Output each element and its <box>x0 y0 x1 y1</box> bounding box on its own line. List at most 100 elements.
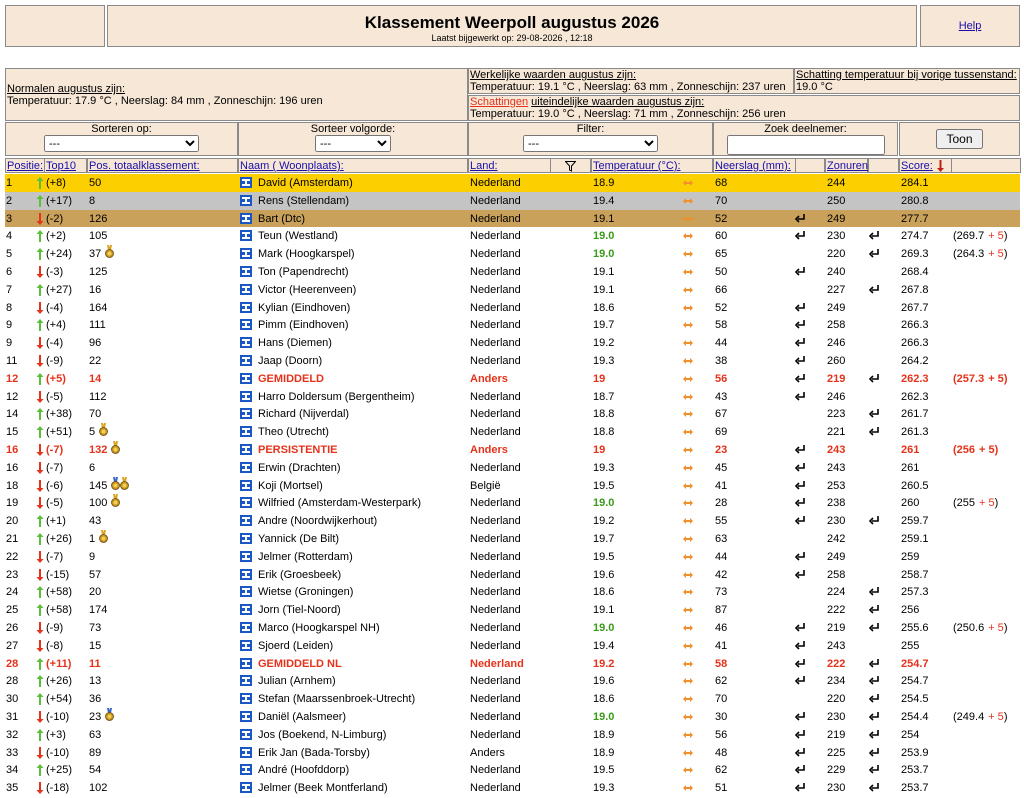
rain: 62 <box>715 764 728 777</box>
position: 21 <box>6 533 19 545</box>
participant-name: Hans (Diemen) <box>258 337 332 350</box>
icon-part <box>794 357 800 365</box>
score: 267.8 <box>901 283 929 296</box>
column-header <box>868 158 899 173</box>
change-arrow <box>36 372 44 385</box>
bonus-base: (257.3 <box>953 372 985 385</box>
icon-part <box>245 214 247 222</box>
sun-hours: 229 <box>827 764 846 777</box>
participant-name: Jorn (Tiel-Noord) <box>258 604 341 617</box>
column-header-link[interactable]: Pos. totaalklassement: <box>89 160 200 172</box>
bonus-plus: + 5 <box>979 497 995 510</box>
position: 9 <box>6 319 13 332</box>
icon-part <box>798 747 805 754</box>
ranking-row: 31 (-10) 23 Daniël (Aalsmeer) Nederland 19.0 3… <box>5 708 1020 726</box>
column-header-link[interactable]: Zonuren: <box>827 160 872 172</box>
position-change: (+17) <box>46 194 72 207</box>
temperature-indicator <box>683 713 693 721</box>
sun-hours: 238 <box>827 497 846 510</box>
icon-part <box>113 494 118 500</box>
total-position: 37 <box>89 248 102 261</box>
icon-part <box>36 337 44 350</box>
position-change: (+8) <box>46 177 66 189</box>
ranking-row: 18 (-6) 145 Koji (Mortsel) België 19.5 41 253 26… <box>5 476 1020 495</box>
participant-name: Kylian (Eindhoven) <box>258 301 351 314</box>
show-button[interactable]: Toon <box>936 129 983 149</box>
icon-part <box>683 500 693 507</box>
temperature: 18.8 <box>593 408 615 421</box>
country: Nederland <box>470 639 521 652</box>
rain: 46 <box>715 622 728 634</box>
icon-part <box>245 766 247 774</box>
icon-part <box>101 423 106 429</box>
temperature-indicator <box>683 375 693 383</box>
filter-select[interactable]: --- <box>523 135 658 152</box>
icon-part <box>683 411 693 418</box>
position: 7 <box>6 283 13 296</box>
position-change: (-9) <box>46 355 64 367</box>
score: 254.5 <box>901 693 929 706</box>
total-position: 102 <box>89 782 108 795</box>
rain-indicator <box>794 640 806 651</box>
icon-part <box>798 712 805 718</box>
sun-hours: 244 <box>827 177 846 189</box>
icon-part <box>245 748 247 756</box>
icon-part <box>794 729 805 739</box>
temperature-indicator <box>683 553 693 561</box>
icon-part <box>245 392 247 400</box>
icon-part <box>101 530 106 535</box>
icon-part <box>872 712 879 718</box>
total-position: 111 <box>89 319 106 332</box>
country: Nederland <box>470 515 521 528</box>
sun-hours: 223 <box>827 408 846 421</box>
icon-part <box>683 180 693 186</box>
column-header-link[interactable]: Land: <box>470 160 498 172</box>
temperature: 18.6 <box>593 586 615 599</box>
temperature: 19.0 <box>593 622 615 634</box>
help-link[interactable]: Help <box>958 20 982 32</box>
position-change: (-7) <box>46 444 64 456</box>
country: Nederland <box>470 177 521 189</box>
icon-part <box>245 552 247 560</box>
icon-part <box>240 319 252 331</box>
rain-indicator <box>794 782 806 793</box>
icon-part <box>683 607 693 614</box>
icon-part <box>794 231 805 240</box>
score: 260.5 <box>901 479 929 492</box>
position: 1 <box>6 177 13 189</box>
country: Nederland <box>470 497 521 510</box>
column-header-link[interactable]: Positie: <box>7 160 44 172</box>
column-header-link[interactable]: Naam ( Woonplaats): <box>240 160 344 172</box>
column-header-link[interactable]: Top10 <box>46 160 76 172</box>
icon-part <box>105 245 114 259</box>
score-bonus: (264.3 + 5) <box>953 247 1007 261</box>
participant-name: GEMIDDELD NL <box>258 657 342 670</box>
temperature-indicator <box>683 606 693 614</box>
icon-part <box>36 283 44 296</box>
rain-indicator <box>794 462 806 473</box>
change-arrow <box>36 604 44 617</box>
icon-part <box>683 553 693 560</box>
icon-part <box>240 426 252 438</box>
column-header <box>951 158 1021 173</box>
icon-part <box>240 728 252 740</box>
icon-part <box>683 518 693 525</box>
sun-hours: 246 <box>827 390 846 403</box>
column-header-link[interactable]: Temperatuur (°C): <box>593 160 681 172</box>
icon-part <box>683 536 693 542</box>
icon-part <box>36 711 44 723</box>
icon-part <box>794 304 800 312</box>
position-change: (-4) <box>46 301 64 314</box>
search-input[interactable] <box>726 135 885 155</box>
sort-select[interactable]: --- <box>44 135 199 152</box>
previous-box: Schatting temperatuur bij vorige tussens… <box>794 68 1020 94</box>
icon-part <box>36 782 44 795</box>
column-header-link[interactable]: Score: <box>901 160 933 172</box>
icon-part <box>240 248 252 260</box>
icon-part <box>240 639 252 651</box>
order-select[interactable]: --- <box>315 135 391 152</box>
rain-indicator <box>794 729 806 740</box>
column-header: Pos. totaalklassement: <box>87 158 238 173</box>
column-header-link[interactable]: Neerslag (mm): <box>715 160 791 172</box>
